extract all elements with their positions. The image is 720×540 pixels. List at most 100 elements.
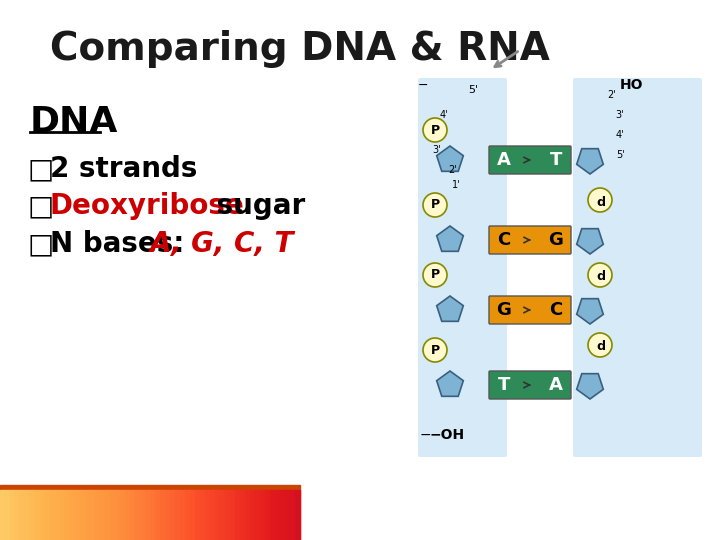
Bar: [75, 490, 80, 540]
Text: 3': 3': [432, 145, 441, 155]
Text: 4': 4': [440, 110, 449, 120]
Text: A: A: [497, 151, 511, 169]
Text: −: −: [420, 428, 431, 442]
Polygon shape: [577, 374, 603, 399]
Bar: [115, 490, 120, 540]
Bar: [90, 490, 95, 540]
Bar: [285, 490, 290, 540]
Bar: [290, 490, 295, 540]
Text: P: P: [431, 199, 440, 212]
Text: Deoxyribose: Deoxyribose: [50, 192, 245, 220]
Text: C: C: [498, 231, 510, 249]
Polygon shape: [577, 148, 603, 174]
Text: G: G: [497, 301, 511, 319]
Bar: [150, 490, 155, 540]
Bar: [235, 490, 240, 540]
Bar: [275, 490, 280, 540]
Bar: [45, 490, 50, 540]
Bar: [0, 485, 300, 540]
Bar: [230, 490, 235, 540]
Bar: [120, 490, 125, 540]
Bar: [145, 490, 150, 540]
Bar: [180, 490, 185, 540]
Bar: [170, 490, 175, 540]
Bar: [30, 490, 35, 540]
Polygon shape: [437, 226, 463, 251]
Bar: [245, 490, 250, 540]
Bar: [100, 490, 105, 540]
Text: G: G: [549, 231, 564, 249]
Text: T: T: [498, 376, 510, 394]
FancyBboxPatch shape: [418, 78, 507, 457]
Bar: [125, 490, 130, 540]
Text: p: p: [595, 339, 604, 352]
Bar: [65, 490, 70, 540]
Bar: [260, 490, 265, 540]
Polygon shape: [577, 299, 603, 324]
Text: 1': 1': [452, 180, 461, 190]
Polygon shape: [437, 146, 463, 171]
Text: p: p: [595, 193, 604, 206]
FancyBboxPatch shape: [489, 296, 571, 324]
Bar: [10, 490, 15, 540]
Bar: [250, 490, 255, 540]
Bar: [110, 490, 115, 540]
Bar: [225, 490, 230, 540]
Circle shape: [588, 333, 612, 357]
Bar: [135, 490, 140, 540]
Text: □: □: [28, 230, 54, 258]
Bar: [175, 490, 180, 540]
Bar: [25, 490, 30, 540]
Bar: [255, 490, 260, 540]
Text: 3': 3': [615, 110, 624, 120]
Bar: [185, 490, 190, 540]
Bar: [210, 490, 215, 540]
Bar: [95, 490, 100, 540]
FancyBboxPatch shape: [489, 226, 571, 254]
Text: Comparing DNA & RNA: Comparing DNA & RNA: [50, 30, 550, 68]
Bar: [70, 490, 75, 540]
Bar: [280, 490, 285, 540]
Bar: [205, 490, 210, 540]
Text: 2': 2': [448, 165, 456, 175]
Text: P: P: [431, 343, 440, 356]
Text: □: □: [28, 155, 54, 183]
Text: P: P: [431, 124, 440, 137]
Text: 2 strands: 2 strands: [50, 155, 197, 183]
Circle shape: [423, 263, 447, 287]
Bar: [195, 490, 200, 540]
Bar: [240, 490, 245, 540]
Bar: [190, 490, 195, 540]
Text: −: −: [418, 78, 428, 91]
Text: 5': 5': [616, 150, 625, 160]
Bar: [130, 490, 135, 540]
Text: 2': 2': [607, 90, 616, 100]
Text: −OH: −OH: [430, 428, 465, 442]
Text: P: P: [431, 268, 440, 281]
Text: 4': 4': [616, 130, 625, 140]
Text: 5': 5': [468, 85, 478, 95]
Bar: [50, 490, 55, 540]
Text: p: p: [595, 268, 604, 281]
Bar: [55, 490, 60, 540]
Polygon shape: [577, 228, 603, 254]
Circle shape: [423, 193, 447, 217]
Bar: [215, 490, 220, 540]
Circle shape: [588, 263, 612, 287]
Text: C: C: [549, 301, 562, 319]
Circle shape: [423, 118, 447, 142]
Text: □: □: [28, 192, 54, 220]
Bar: [20, 490, 25, 540]
Bar: [35, 490, 40, 540]
Text: sugar: sugar: [207, 192, 305, 220]
Polygon shape: [437, 371, 463, 396]
Text: DNA: DNA: [30, 105, 118, 139]
Bar: [155, 490, 160, 540]
FancyBboxPatch shape: [489, 371, 571, 399]
Bar: [40, 490, 45, 540]
Text: T: T: [550, 151, 562, 169]
Text: A: A: [549, 376, 563, 394]
Bar: [80, 490, 85, 540]
Bar: [270, 490, 275, 540]
Bar: [0, 490, 5, 540]
